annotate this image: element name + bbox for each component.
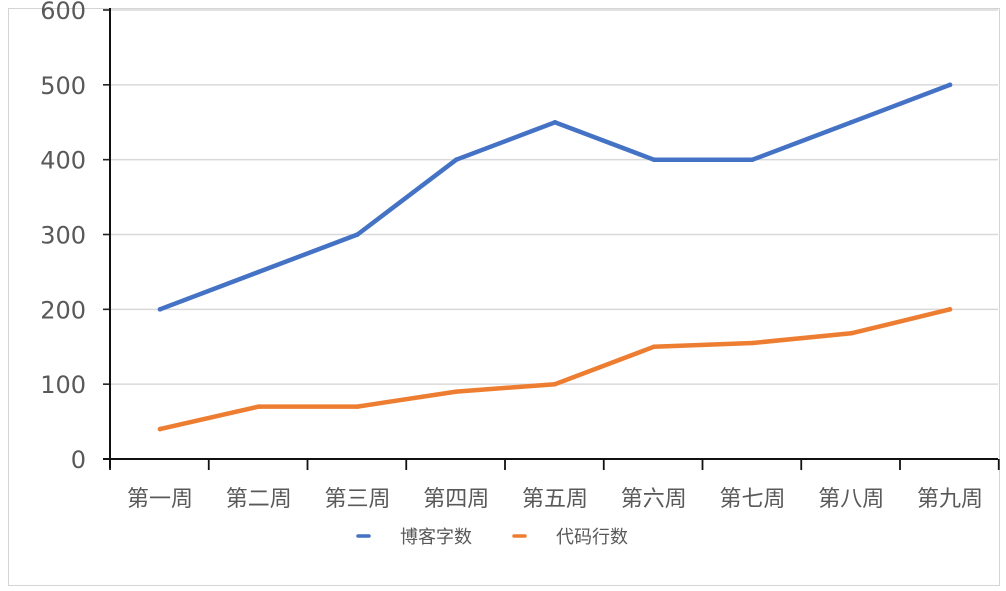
- chart-frame: [8, 8, 1000, 586]
- y-tick-label: 400: [40, 147, 86, 175]
- data-point: [947, 307, 953, 312]
- x-tick-label: 第八周: [818, 487, 884, 512]
- data-point: [453, 389, 459, 394]
- x-tick-label: 第五周: [522, 487, 588, 512]
- data-point: [256, 269, 262, 275]
- x-tick-label: 第二周: [226, 487, 292, 512]
- data-point: [651, 157, 657, 162]
- data-point: [848, 119, 854, 125]
- grid-lines: [110, 9, 998, 385]
- data-point: [552, 381, 558, 387]
- data-point: [453, 157, 459, 162]
- data-point: [848, 330, 854, 336]
- y-tick-label: 300: [40, 222, 86, 250]
- series-lines: [157, 82, 953, 432]
- x-tick-label: 第四周: [423, 487, 489, 512]
- data-point: [552, 119, 558, 125]
- x-tick-label: 第七周: [719, 487, 785, 512]
- legend-label: 代码行数: [556, 527, 628, 548]
- data-point: [355, 404, 360, 409]
- data-point: [947, 82, 953, 88]
- axes: [103, 8, 1000, 470]
- legend: 博客字数 代码行数: [356, 527, 628, 548]
- data-point: [355, 232, 360, 237]
- series-line-2: [157, 307, 953, 432]
- x-tick-label: 第一周: [127, 487, 193, 512]
- y-axis-tick-labels: 0 100 200 300 400 500 600: [40, 0, 86, 474]
- series-line-1: [157, 82, 953, 312]
- data-point: [651, 344, 657, 350]
- data-point: [157, 426, 163, 432]
- y-tick-label: 100: [40, 371, 86, 399]
- data-point: [750, 157, 755, 162]
- x-tick-label: 第九周: [917, 487, 983, 512]
- y-tick-label: 500: [40, 72, 86, 100]
- x-tick-label: 第六周: [621, 487, 687, 512]
- y-tick-label: 200: [40, 296, 86, 324]
- x-tick-label: 第三周: [324, 487, 390, 512]
- x-axis-tick-labels: 第一周 第二周 第三周 第四周 第五周 第六周 第七周 第八周 第九周: [127, 487, 983, 512]
- y-tick-label: 0: [71, 446, 86, 474]
- data-point: [157, 307, 163, 312]
- legend-label: 博客字数: [400, 527, 472, 548]
- y-tick-label: 600: [40, 0, 86, 25]
- data-point: [750, 340, 755, 346]
- data-point: [256, 404, 262, 409]
